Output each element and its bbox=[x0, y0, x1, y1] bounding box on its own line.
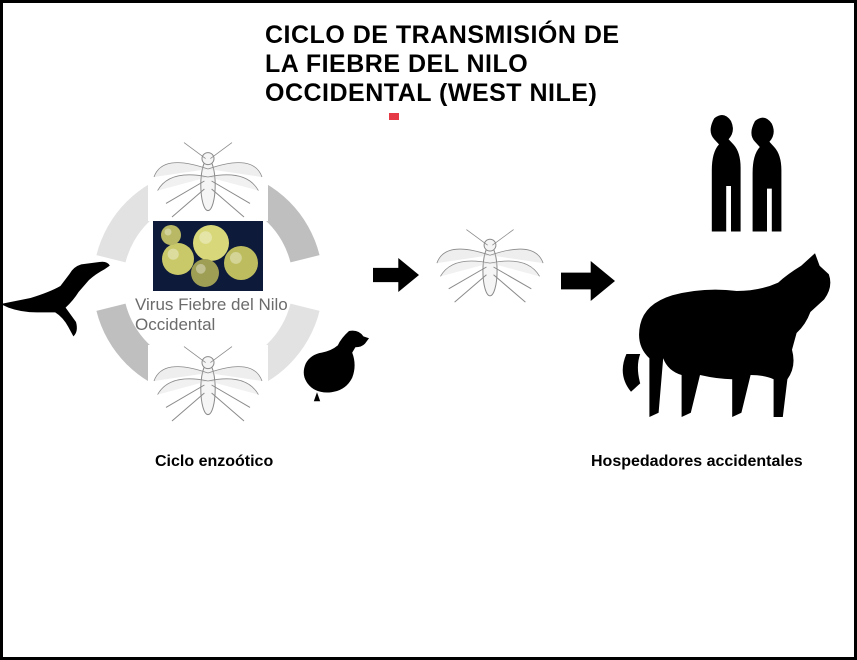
mosquito-bottom-icon bbox=[148, 345, 268, 425]
people-silhouette-icon bbox=[683, 108, 803, 238]
enzootic-cycle-label: Ciclo enzoótico bbox=[155, 453, 273, 471]
horse-silhouette-icon bbox=[608, 228, 838, 438]
arrow-vector-to-hosts bbox=[561, 261, 615, 301]
diagram-title: CICLO DE TRANSMISIÓN DELA FIEBRE DEL NIL… bbox=[265, 21, 620, 107]
mosquito-top-icon bbox=[148, 141, 268, 221]
virus-image bbox=[153, 221, 263, 291]
accidental-hosts-label: Hospedadores accidentales bbox=[591, 453, 803, 471]
crane-silhouette-icon bbox=[0, 238, 128, 358]
diagram-frame: CICLO DE TRANSMISIÓN DELA FIEBRE DEL NIL… bbox=[0, 0, 857, 660]
red-accent-mark bbox=[389, 113, 399, 120]
virus-caption: Virus Fiebre del NiloOccidental bbox=[135, 295, 288, 334]
duck-silhouette-icon bbox=[293, 313, 373, 403]
mosquito-vector-icon bbox=[431, 228, 549, 306]
arrow-cycle-to-vector bbox=[373, 258, 419, 292]
